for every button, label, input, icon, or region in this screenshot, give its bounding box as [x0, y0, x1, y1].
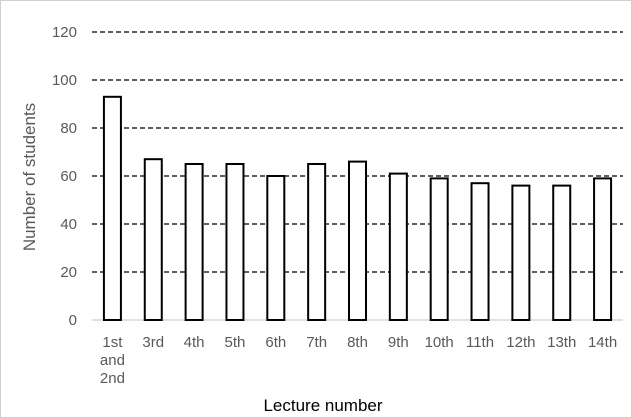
- x-tick-label-line: 7th: [306, 334, 327, 351]
- x-tick-label: 7th: [306, 334, 327, 351]
- bar: [102, 95, 122, 321]
- x-tick-label-line: 13th: [547, 334, 576, 351]
- bar: [143, 158, 163, 321]
- x-tick-label: 1st and 2nd: [100, 334, 125, 387]
- bar: [552, 184, 572, 321]
- x-tick-label-line: 5th: [225, 334, 246, 351]
- bar: [511, 184, 531, 321]
- x-tick-label: 11th: [466, 334, 494, 351]
- bar: [348, 160, 367, 321]
- x-tick-label-line: 1st: [102, 334, 123, 351]
- x-tick-label: 9th: [388, 334, 409, 351]
- x-tick-label: 8th: [347, 334, 368, 351]
- x-tick-label: 5th: [225, 334, 246, 351]
- x-tick-label-line: 9th: [388, 334, 409, 351]
- bar: [593, 177, 613, 321]
- x-tick-label-line: and: [100, 352, 125, 369]
- bar: [307, 163, 327, 321]
- x-tick-label-line: 12th: [506, 334, 535, 351]
- x-tick-label: 14th: [588, 334, 617, 351]
- x-tick-label-line: 10th: [425, 334, 454, 351]
- x-tick-label-line: 14th: [588, 334, 617, 351]
- bar: [225, 163, 245, 321]
- x-tick-labels: 1st and 2nd 3rd 4th 5th 6th 7th 8th 9th 10th 11th 12…: [100, 334, 617, 387]
- bar: [184, 163, 204, 321]
- x-tick-label-line: 11th: [466, 334, 494, 351]
- bars: [102, 95, 613, 321]
- bar: [388, 172, 408, 321]
- x-tick-label: 13th: [547, 334, 576, 351]
- bar: [266, 175, 286, 321]
- x-tick-label-line: 2nd: [100, 370, 125, 387]
- y-tick-label: 120: [52, 24, 77, 41]
- x-tick-label: 6th: [265, 334, 286, 351]
- x-axis-label: Lecture number: [263, 396, 382, 415]
- y-axis-label: Number of students: [20, 103, 39, 251]
- x-tick-label: 4th: [184, 334, 205, 351]
- x-tick-label-line: 4th: [184, 334, 205, 351]
- x-tick-label-line: 3rd: [142, 334, 164, 351]
- x-tick-label-line: 6th: [265, 334, 286, 351]
- bar: [470, 182, 490, 321]
- y-tick-label: 80: [60, 120, 77, 137]
- y-tick-label: 60: [60, 168, 77, 185]
- x-tick-label: 10th: [425, 334, 454, 351]
- x-tick-label: 3rd: [142, 334, 164, 351]
- y-tick-label: 20: [60, 264, 77, 281]
- bar: [429, 177, 449, 321]
- x-tick-label-line: 8th: [347, 334, 368, 351]
- x-tick-label: 12th: [506, 334, 535, 351]
- y-tick-labels: 0 20 40 60 80 100 120: [52, 24, 77, 329]
- y-tick-label: 0: [69, 312, 77, 329]
- y-tick-label: 100: [52, 72, 77, 89]
- y-tick-label: 40: [60, 216, 77, 233]
